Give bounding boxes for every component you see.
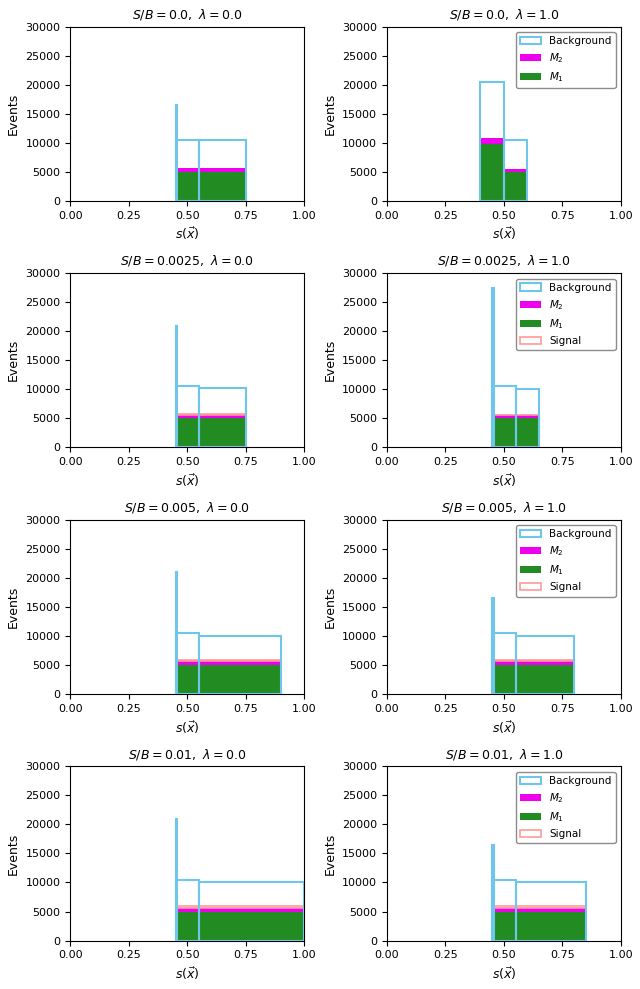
Bar [492,879,515,941]
Legend: Background, $M_2$, $M_1$: Background, $M_2$, $M_1$ [516,32,616,88]
X-axis label: $s(\vec{x})$: $s(\vec{x})$ [492,966,516,982]
Bar [175,418,199,447]
Bar [515,662,574,665]
Bar [199,418,246,447]
X-axis label: $s(\vec{x})$: $s(\vec{x})$ [492,719,516,736]
Bar [199,908,304,912]
Bar [199,415,246,418]
Bar [492,908,515,912]
Bar [492,415,515,418]
Bar [199,662,281,665]
Y-axis label: Events: Events [7,93,20,135]
Bar [504,172,527,201]
Bar [199,882,304,941]
Title: $S/B = 0.01,\ \lambda = 1.0$: $S/B = 0.01,\ \lambda = 1.0$ [445,747,563,762]
Bar [515,636,574,694]
Bar [481,144,504,201]
Bar [175,906,199,908]
Y-axis label: Events: Events [7,339,20,382]
Y-axis label: Events: Events [323,93,337,135]
X-axis label: $s(\vec{x})$: $s(\vec{x})$ [175,719,200,736]
Bar [515,665,574,694]
Title: $S/B = 0.005,\ \lambda = 0.0$: $S/B = 0.005,\ \lambda = 0.0$ [124,500,250,515]
Y-axis label: Events: Events [323,833,337,874]
X-axis label: $s(\vec{x})$: $s(\vec{x})$ [492,473,516,489]
Bar [515,912,586,941]
Bar [175,387,199,447]
Bar [199,636,281,694]
Bar [199,912,304,941]
Bar [492,288,493,447]
Bar [492,845,493,941]
Bar [175,139,199,201]
Y-axis label: Events: Events [7,833,20,874]
Title: $S/B = 0.0025,\ \lambda = 0.0$: $S/B = 0.0025,\ \lambda = 0.0$ [120,253,254,268]
Bar [175,325,177,447]
Bar [175,819,177,941]
Bar [515,390,539,447]
Bar [199,665,281,694]
Title: $S/B = 0.005,\ \lambda = 1.0$: $S/B = 0.005,\ \lambda = 1.0$ [441,500,567,515]
Bar [481,138,504,144]
Bar [492,912,515,941]
Legend: Background, $M_2$, $M_1$, Signal: Background, $M_2$, $M_1$, Signal [516,771,616,844]
Bar [504,169,527,172]
Bar [175,665,199,694]
Bar [515,661,574,662]
Bar [515,908,586,912]
Bar [175,572,177,694]
Bar [492,387,515,447]
Bar [199,906,304,908]
Legend: Background, $M_2$, $M_1$, Signal: Background, $M_2$, $M_1$, Signal [516,525,616,596]
Title: $S/B = 0.0025,\ \lambda = 1.0$: $S/B = 0.0025,\ \lambda = 1.0$ [436,253,571,268]
Bar [492,661,515,662]
Bar [199,172,246,201]
Bar [515,906,586,908]
Bar [175,105,177,201]
Title: $S/B = 0.0,\ \lambda = 1.0$: $S/B = 0.0,\ \lambda = 1.0$ [449,7,559,22]
X-axis label: $s(\vec{x})$: $s(\vec{x})$ [175,226,200,242]
Bar [492,598,493,694]
Legend: Background, $M_2$, $M_1$, Signal: Background, $M_2$, $M_1$, Signal [516,279,616,350]
Y-axis label: Events: Events [7,585,20,628]
Bar [515,418,539,447]
X-axis label: $s(\vec{x})$: $s(\vec{x})$ [492,226,516,242]
Bar [175,661,199,662]
X-axis label: $s(\vec{x})$: $s(\vec{x})$ [175,966,200,982]
X-axis label: $s(\vec{x})$: $s(\vec{x})$ [175,473,200,489]
Bar [492,418,515,447]
Bar [492,662,515,665]
Bar [492,633,515,694]
Bar [515,415,539,418]
Bar [199,661,281,662]
Bar [175,879,199,941]
Bar [492,906,515,908]
Bar [504,139,527,201]
Bar [199,168,246,172]
Y-axis label: Events: Events [323,339,337,382]
Bar [175,415,199,418]
Bar [175,662,199,665]
Title: $S/B = 0.0,\ \lambda = 0.0$: $S/B = 0.0,\ \lambda = 0.0$ [132,7,243,22]
Bar [175,168,199,172]
Bar [175,172,199,201]
Bar [175,908,199,912]
Y-axis label: Events: Events [323,585,337,628]
Bar [199,139,246,201]
Bar [199,389,246,447]
Bar [175,912,199,941]
Title: $S/B = 0.01,\ \lambda = 0.0$: $S/B = 0.01,\ \lambda = 0.0$ [128,747,246,762]
Bar [515,882,586,941]
Bar [175,633,199,694]
Bar [481,82,504,201]
Bar [492,665,515,694]
